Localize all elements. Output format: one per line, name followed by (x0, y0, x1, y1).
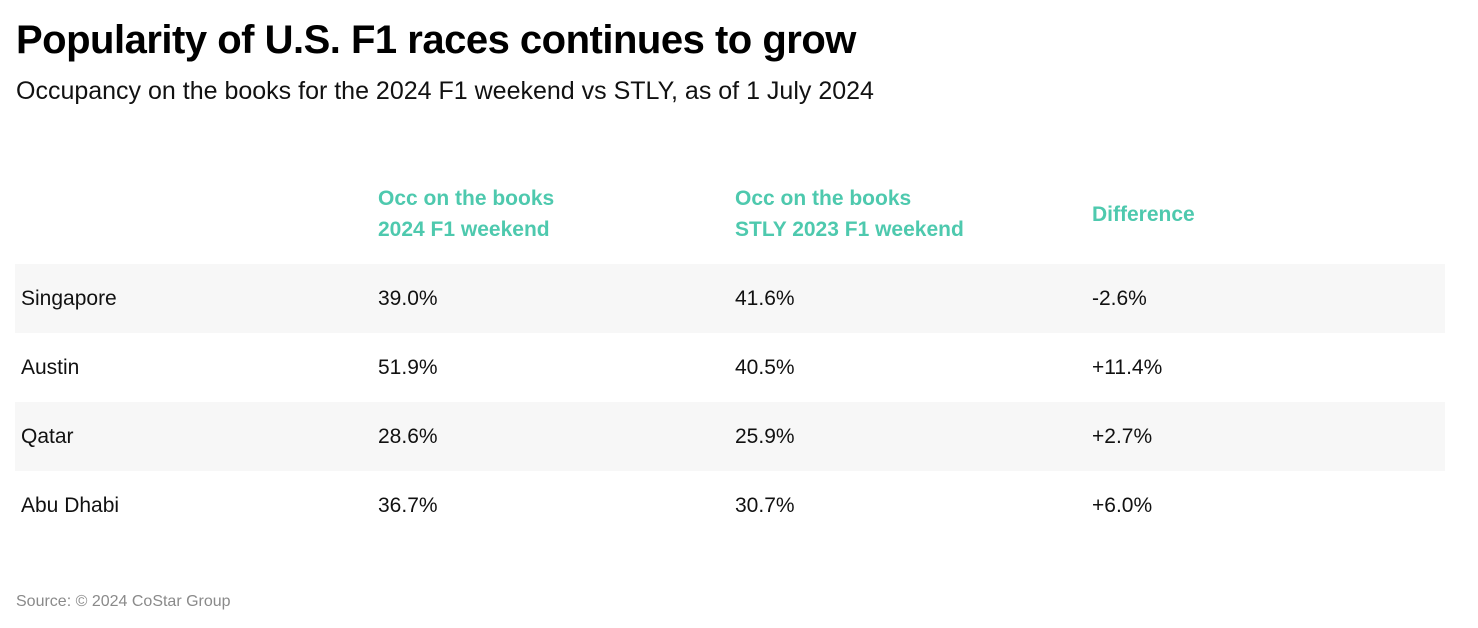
table-row: Austin 51.9% 40.5% +11.4% (15, 333, 1445, 402)
occ-2024-cell: 39.0% (378, 287, 438, 310)
occ-stly-2023-cell: 30.7% (735, 494, 795, 517)
city-cell: Qatar (21, 425, 74, 448)
header-occ-stly-2023-line1: Occ on the books (735, 187, 912, 210)
table-row: Singapore 39.0% 41.6% -2.6% (15, 264, 1445, 333)
occ-stly-2023-cell: 41.6% (735, 287, 795, 310)
header-difference: Difference (1092, 164, 1195, 264)
city-cell: Singapore (21, 287, 117, 310)
chart-subtitle: Occupancy on the books for the 2024 F1 w… (16, 77, 874, 105)
header-occ-2024: Occ on the books 2024 F1 weekend (378, 164, 554, 264)
header-occ-stly-2023: Occ on the books STLY 2023 F1 weekend (735, 164, 964, 264)
source-note: Source: © 2024 CoStar Group (16, 593, 231, 610)
header-occ-2024-line1: Occ on the books (378, 187, 555, 210)
difference-cell: +2.7% (1092, 425, 1153, 448)
header-occ-2024-line2: 2024 F1 weekend (378, 218, 550, 241)
occ-2024-cell: 51.9% (378, 356, 438, 379)
table-row: Qatar 28.6% 25.9% +2.7% (15, 402, 1445, 471)
table-header-row: Occ on the books 2024 F1 weekend Occ on … (15, 164, 1445, 264)
header-difference-label: Difference (1092, 202, 1195, 226)
difference-cell: +6.0% (1092, 494, 1153, 517)
occ-2024-cell: 28.6% (378, 425, 438, 448)
chart-title: Popularity of U.S. F1 races continues to… (16, 18, 856, 62)
occupancy-table: Occ on the books 2024 F1 weekend Occ on … (15, 164, 1445, 540)
occ-2024-cell: 36.7% (378, 494, 438, 517)
occ-stly-2023-cell: 40.5% (735, 356, 795, 379)
occ-stly-2023-cell: 25.9% (735, 425, 795, 448)
city-cell: Austin (21, 356, 80, 379)
difference-cell: -2.6% (1092, 287, 1147, 310)
table-row: Abu Dhabi 36.7% 30.7% +6.0% (15, 471, 1445, 540)
header-occ-stly-2023-line2: STLY 2023 F1 weekend (735, 218, 964, 241)
city-cell: Abu Dhabi (21, 494, 120, 517)
difference-cell: +11.4% (1092, 356, 1163, 379)
